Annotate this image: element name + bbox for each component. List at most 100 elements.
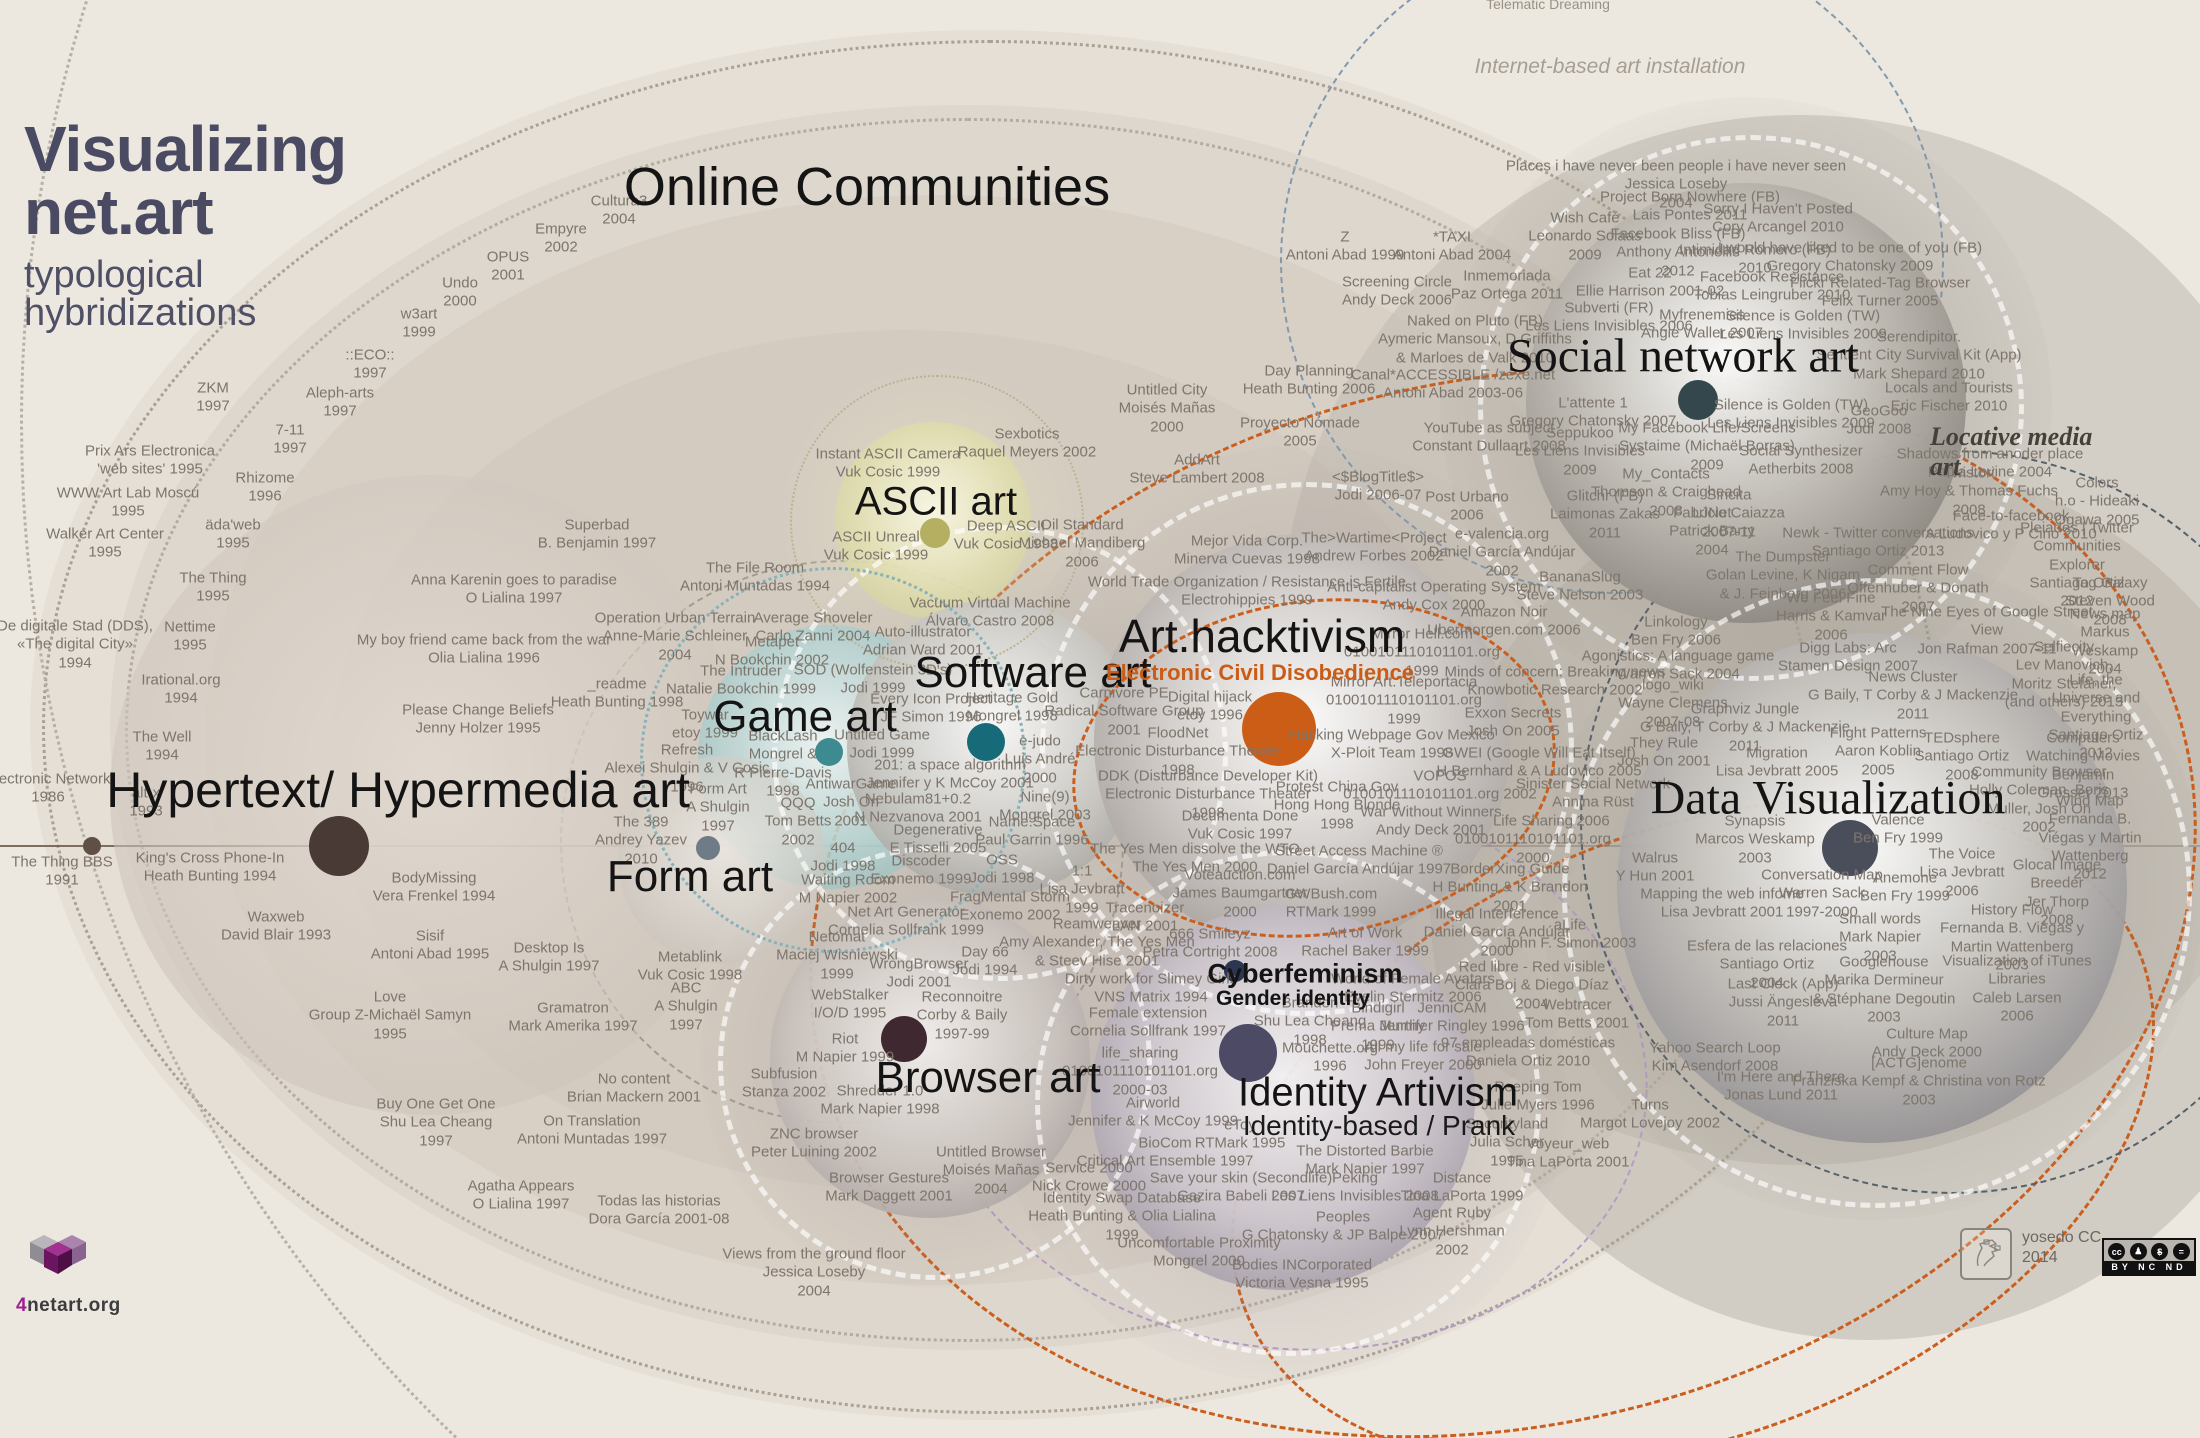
work-label: 666 Smileyz Petra Cortright 2008 (1142, 925, 1278, 961)
work-label: Netomat Maciej Wisniewski 1999 (776, 928, 898, 983)
work-label: News Cluster G Baily, T Corby & J Macken… (1807, 668, 2019, 723)
work-label: Female extension Cornelia Sollfrank 1997 (1070, 1004, 1226, 1040)
work-label: Walrus Y Hun 2001 (1615, 849, 1695, 885)
work-label: Face-to-facebook A Ludovico y P Cirio 20… (1925, 507, 2097, 543)
work-label: Locals and Tourists Eric Fischer 2010 (1884, 379, 2014, 415)
work-label: Proyecto Nómade 2005 (1239, 414, 1361, 450)
work-label: World Trade Organization / Resistance is… (1087, 573, 1407, 609)
work-label: News map Markus Weskamp 2004 (2069, 605, 2141, 678)
work-label: The Distorted Barbie Mark Napier 1997 (1296, 1142, 1434, 1178)
work-label: Agonistics: A language game Warren Sack … (1581, 647, 1775, 683)
category-cyberfeminism-subtitle: Gender identity (1215, 987, 1371, 1010)
work-label: Culture Map Andy Deck 2000 (1871, 1025, 1983, 1061)
dot-cyberfeminism (1224, 960, 1246, 982)
page-title: Visualizing net.art typological hybridiz… (24, 113, 347, 334)
work-label: Operation Urban Terrain Anne-Marie Schle… (594, 609, 756, 664)
work-label: e-judo Luis André 2000 (1004, 732, 1076, 787)
work-label: Electronic Network 1986 (0, 770, 111, 806)
work-label: Flickr Related-Tag Browser Felix Turner … (1789, 274, 1971, 310)
work-label: WrongBrowser Jodi 2001 (869, 955, 969, 991)
cc-license-labels: BY NC ND (2104, 1261, 2194, 1274)
category-online-communities: Online Communities (623, 157, 1111, 217)
work-label: Voteauction.com James Baumgartner 2000 (1172, 866, 1308, 921)
work-label: ASCII Unreal Vuk Cosic 1999 (823, 528, 929, 564)
4netart-logo[interactable]: 4netart.org (16, 1234, 121, 1317)
dot-arthacktivism (1242, 692, 1316, 766)
cc-license-badge[interactable]: cc ♟ $ = BY NC ND (2102, 1238, 2196, 1276)
work-label: Waiting Room M Napier 2002 (798, 871, 898, 907)
work-label: Agent Ruby Lynn Hershman 2002 (1399, 1204, 1505, 1259)
work-label: Airworld Jennifer & K McCoy 1999 (1067, 1094, 1239, 1130)
category-art-hacktivism: Art.hacktivism (1118, 610, 1406, 662)
work-label: Twistori Amy Hoy & Thomas Fuchs 2008 (1879, 464, 2059, 519)
work-label: Todas las historias Dora García 2001-08 (588, 1192, 730, 1228)
work-label: The Dumpster Golan Levine, K Nigam & J. … (1705, 548, 1861, 603)
work-label: The Voice Lisa Jevbratt 2006 (1919, 845, 2005, 900)
work-label: No content Brian Mackern 2001 (566, 1070, 702, 1106)
work-label: FragMental Storm Exonemo 2002 (949, 888, 1071, 924)
work-label: The Nine Eyes of Google Street View Jon … (1881, 603, 2093, 658)
work-label: Silence is Golden (TW) Les Liens Invisib… (1719, 307, 1887, 343)
cc-by-person-icon: ♟ (2129, 1243, 2147, 1260)
work-label: WebStalker I/O/D 1995 (811, 986, 889, 1022)
dot-ascii (920, 518, 950, 548)
work-label: Migration Lisa Jevbratt 2005 (1715, 744, 1839, 780)
work-label: Newk - Twitter conversations Santiago Or… (1782, 524, 1974, 560)
work-label: Untitled City Moisés Mañas 2000 (1118, 381, 1216, 436)
work-label: äda'web 1995 (205, 516, 261, 552)
work-label: GWEI (Google Will Eat Itself) H Bernhard… (1436, 744, 1642, 780)
annotation-internet-based-art: Internet-based art installation (1474, 55, 1746, 78)
title-line1: Visualizing (24, 113, 347, 185)
work-label: Glocal Image Breeder Jer Thorp 2008 (2012, 856, 2102, 929)
work-label: LJNet Patrick Barry 2004 (1669, 504, 1755, 559)
dot-form (696, 836, 720, 860)
work-label: Every Icon Project JF Simon 1996 (870, 690, 992, 726)
dot-identity (1219, 1024, 1277, 1082)
work-label: Googlehouse Marika Dermineur & Stéphane … (1812, 953, 1956, 1026)
work-label: Aleph-arts 1997 (305, 384, 375, 420)
work-label: On Translation Antoni Muntadas 1997 (516, 1112, 668, 1148)
work-label: Nine(9) Mongrel 2003 (999, 788, 1091, 824)
work-label: Red libre - Red visible Clara Boj & Dieg… (1454, 958, 1610, 1013)
work-label: The Thing 1995 (179, 569, 247, 605)
work-label: Facebook Resistance Tobias Leingruber 20… (1693, 268, 1851, 304)
work-label: Peeping Tom Julie Myers 1996 (1481, 1078, 1595, 1114)
work-label: Undo 2000 (442, 274, 478, 310)
work-label: Art of Work Rachel Baker 1999 (1301, 924, 1429, 960)
work-label: Last Clock (App) Jussi Ängeslevä 2011 (1727, 975, 1839, 1030)
work-label: BodyMissing Vera Frenkel 1994 (372, 869, 496, 905)
work-label: My boy friend came back from the war Oli… (356, 631, 612, 667)
work-label: Please Change Beliefs Jenny Holzer 1995 (402, 701, 554, 737)
work-label: Protest China Gov Hong Hong Blonde 1998 (1273, 778, 1401, 833)
work-label: QQQ Tom Betts 2002 (764, 794, 832, 849)
work-label: Minds of concern: Breaking news Knowboti… (1444, 663, 1666, 699)
work-label: Shredder 1.0 Mark Napier 1998 (820, 1082, 940, 1118)
work-label: Walker Art Center 1995 (46, 525, 164, 561)
work-label: ::ECO:: 1997 (345, 346, 395, 382)
work-label: Sorry I Haven't Posted Cory Arcangel 201… (1703, 200, 1853, 236)
title-line4: hybridizations (24, 291, 257, 334)
category-identity-artivism: Identity Artivism (1237, 1070, 1519, 1115)
work-label: L'attente 1 Gregory Chatonsky 2007 (1509, 394, 1677, 430)
work-label: Save your skin (Secondlife) Gazira Babel… (1149, 1169, 1333, 1205)
work-label: Comment Flow Offenhuber & Donath 2007 (1847, 561, 1989, 616)
work-label: Bindigirl Prema Murthy 1999 (1330, 999, 1426, 1054)
category-ascii-art: ASCII art (854, 479, 1018, 524)
work-label: Degenerative E Tisselli 2005 (889, 821, 987, 857)
work-label: I would have liked to be one of you (FB)… (1717, 239, 1983, 275)
work-label: Sincita Fabricio Caiazza 2007-11 (1673, 486, 1785, 541)
work-label: Instant ASCII Camera Vuk Cosic 1999 (815, 445, 961, 481)
work-label: Day 66 Jodi 1994 (952, 943, 1018, 979)
work-label: Views from the ground floor Jessica Lose… (722, 1245, 906, 1300)
work-label: Documenta Done Vuk Cosic 1997 (1181, 807, 1299, 843)
work-label: BlackLash Mongrel & R Pierre-Davis 1998 (734, 727, 832, 800)
work-label: Average Shoveler Carlo Zanni 2004 (753, 609, 873, 645)
work-label: Tracenoizer LAN 2001 (1105, 899, 1185, 935)
category-browser-art: Browser art (875, 1053, 1101, 1102)
work-label: Digg Labs: Arc Stamen Design 2007 (1777, 639, 1919, 675)
cc-nd-equals-icon: = (2172, 1243, 2190, 1260)
work-label: Facebook Bliss (FB) Anthony Antonellis 2… (1610, 225, 1746, 280)
work-label: 7-11 1997 (273, 421, 307, 457)
work-label: The>Wartime<Project Andrew Forbes 2002 (1301, 529, 1447, 565)
